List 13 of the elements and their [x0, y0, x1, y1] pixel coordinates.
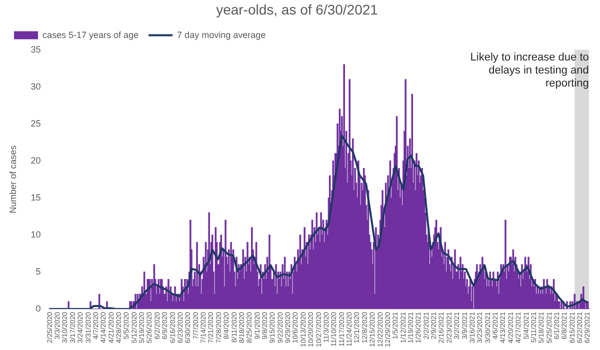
band-label: Likely to increase due to delays in testing and reporting: [470, 51, 589, 90]
y-tick-label: 25: [30, 118, 41, 128]
y-tick-label: 20: [30, 155, 41, 166]
y-tick-label: 30: [30, 81, 41, 92]
y-tick-label: 15: [30, 192, 41, 202]
y-tick-label: 0: [36, 303, 41, 314]
y-tick-label: 10: [30, 229, 41, 240]
legend-label: cases 5-17 years of age: [42, 30, 139, 40]
chart-title: year-olds, as of 6/30/2021: [216, 1, 378, 18]
y-axis-title: Number of cases: [8, 144, 18, 214]
y-tick-label: 5: [36, 266, 41, 276]
legend-label: 7 day moving average: [177, 30, 266, 40]
y-tick-label: 35: [30, 44, 41, 54]
